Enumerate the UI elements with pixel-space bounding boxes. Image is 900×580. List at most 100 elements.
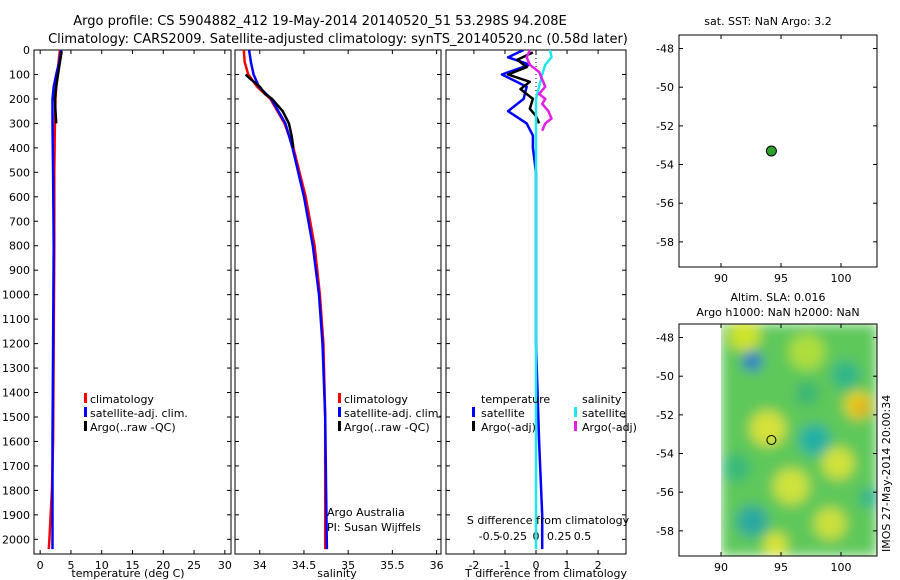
y-tick-label: -48	[656, 43, 674, 56]
x-tick-label: 0	[533, 559, 540, 572]
sst-map-title: sat. SST: NaN Argo: 3.2	[704, 15, 831, 28]
x-tick-label: 90	[714, 561, 728, 574]
y-tick-label: 300	[9, 117, 30, 130]
y-tick-label: 400	[9, 142, 30, 155]
x-tick-label: -1	[499, 559, 510, 572]
y-tick-label: 1200	[2, 338, 30, 351]
y-tick-label: 900	[9, 264, 30, 277]
x-tick-label: 35.5	[380, 559, 405, 572]
y-tick-label: 100	[9, 68, 30, 81]
x-tick-label: 95	[774, 561, 788, 574]
y-tick-label: 800	[9, 240, 30, 253]
legend-label-temp-satellite: satellite	[481, 407, 525, 420]
y-tick-label: 1500	[2, 411, 30, 424]
x-tick-label: 5	[67, 559, 74, 572]
legend-swatch-sal-satellite	[574, 407, 577, 417]
sla-map-panel: Altim. SLA: 0.016 Argo h1000: NaN h2000:…	[656, 291, 893, 574]
y-tick-label: -58	[656, 525, 674, 538]
x-tick-label: 1	[564, 559, 571, 572]
x-tick-label: 34	[253, 559, 267, 572]
series-line-argo-raw-qc	[244, 73, 295, 149]
x-tick-label: 35	[341, 559, 355, 572]
y-tick-label: -52	[656, 120, 674, 133]
sla-field-blob	[859, 488, 877, 508]
temperature-xlabel: temperature (deg C)	[71, 567, 184, 580]
legend-swatch-temp-argo	[472, 421, 475, 431]
y-tick-label: -56	[656, 486, 674, 499]
sla-field-blob	[736, 505, 769, 538]
series-line-climatology	[242, 50, 327, 550]
sla-field-blob	[722, 453, 751, 482]
argo-location-marker	[765, 145, 777, 157]
legend-swatch-climatology	[84, 393, 87, 403]
y-tick-label: -50	[656, 370, 674, 383]
sla-side-label: IMOS 27-May-2014 20:00:34	[880, 395, 893, 552]
x-tick-label: 100	[831, 561, 852, 574]
series-line-argo-raw-qc	[53, 50, 63, 124]
annotation-pi: PI: Susan Wijffels	[327, 521, 421, 534]
difference-panel: -2 -1 0 1 2-0.5-0.25 0 0.25 0.5 S difference fr…	[445, 49, 637, 580]
legend-swatch-sal-argo	[574, 421, 577, 431]
salinity-xlabel: salinity	[317, 567, 357, 580]
temperature-panel: 0 5 10 15 20 25 300100200300400500600700800900…	[2, 44, 232, 580]
legend-swatch-satellite	[84, 407, 87, 417]
x-tick-label: 20	[156, 559, 170, 572]
y-tick-label: 500	[9, 166, 30, 179]
series-line-satellite-adj-clim	[247, 50, 329, 550]
series-line-salinity-satellite	[534, 50, 553, 550]
x-tick-label: 15	[126, 559, 140, 572]
y-tick-label: 1700	[2, 460, 30, 473]
y-tick-label: 1100	[2, 313, 30, 326]
s-tick-label: 0.25	[547, 530, 572, 543]
s-tick-label: -0.25	[498, 530, 526, 543]
header-line1: Argo profile: CS 5904882_412 19-May-2014…	[73, 14, 566, 29]
x-tick-label: 34.5	[292, 559, 317, 572]
series-line-salinity-argo-adj	[525, 50, 553, 132]
temperature-axes-box	[33, 49, 232, 555]
legend-label-argo: Argo(..raw -QC)	[344, 421, 430, 434]
sla-field-blob	[788, 333, 825, 370]
temperature-legend: climatology satellite-adj. clim. Argo(..…	[84, 393, 188, 434]
salinity-axes-box	[234, 49, 442, 555]
y-tick-label: -56	[656, 197, 674, 210]
y-tick-label: 1300	[2, 362, 30, 375]
x-tick-label: 90	[714, 272, 728, 285]
legend-swatch-satellite	[338, 407, 341, 417]
difference-xlabel-top: S difference from climatology	[467, 514, 630, 527]
x-tick-label: 100	[831, 272, 852, 285]
legend-label-climatology: climatology	[344, 393, 408, 406]
y-tick-label: 0	[23, 44, 30, 57]
legend-label-sal-satellite: satellite	[582, 407, 626, 420]
header-line2: Climatology: CARS2009. Satellite-adjuste…	[48, 32, 628, 47]
legend-label-argo: Argo(..raw -QC)	[90, 421, 176, 434]
series-line-temperature-satellite	[500, 50, 544, 550]
sla-field-blob	[854, 400, 869, 415]
salinity-legend: climatology satellite-adj. clim. Argo(..…	[338, 393, 442, 434]
x-tick-label: 2	[595, 559, 602, 572]
sla-field-blob	[763, 532, 788, 556]
y-tick-label: -50	[656, 81, 674, 94]
x-tick-label: 25	[187, 559, 201, 572]
series-line-temperature-argo-adj	[506, 51, 541, 124]
y-tick-label: -58	[656, 236, 674, 249]
y-tick-label: 2000	[2, 533, 30, 546]
sst-map-panel: sat. SST: NaN Argo: 3.2 90 95 100 -48 -50 -52…	[656, 15, 878, 285]
y-tick-label: 600	[9, 191, 30, 204]
sla-map-axes-box	[678, 323, 878, 557]
x-tick-label: 10	[95, 559, 109, 572]
sla-heatmap-field	[721, 324, 877, 556]
x-tick-label: 36	[430, 559, 444, 572]
sla-field-blob	[798, 424, 831, 456]
y-tick-label: 1400	[2, 387, 30, 400]
sla-field-blob	[794, 381, 819, 406]
difference-legend: temperature salinity satellite Argo(-adj…	[472, 393, 637, 434]
y-tick-label: 700	[9, 215, 30, 228]
y-tick-label: 200	[9, 93, 30, 106]
legend-header-salinity: salinity	[582, 393, 622, 406]
sla-field-blob	[831, 361, 860, 390]
sla-map-title-line2: Argo h1000: NaN h2000: NaN	[696, 306, 859, 319]
x-tick-label: 95	[774, 272, 788, 285]
y-tick-label: 1900	[2, 509, 30, 522]
sla-field-blob	[773, 468, 810, 505]
